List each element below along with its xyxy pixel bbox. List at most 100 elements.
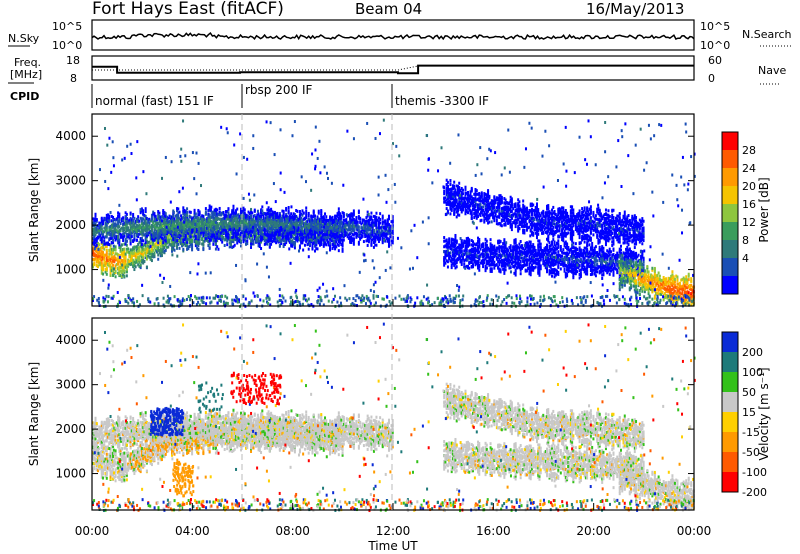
power-cell (456, 239, 458, 242)
power-cell (294, 246, 296, 249)
power-cell (246, 239, 248, 242)
power-cell (250, 246, 252, 249)
cpid-segment-rbsp: rbsp 200 IF (245, 83, 312, 97)
power-cell (355, 216, 357, 219)
power-cell (219, 207, 221, 210)
power-cell (301, 227, 303, 230)
power-cell (115, 245, 117, 248)
power-cell (120, 222, 122, 225)
power-cell (382, 215, 384, 218)
nave-label: Nave (758, 64, 786, 77)
power-cell (121, 244, 123, 247)
noise-sky-label: N.Sky (8, 32, 40, 45)
power-cell (478, 243, 480, 246)
power-cell (174, 249, 176, 252)
power-cell (526, 264, 528, 267)
power-cell (338, 207, 340, 210)
power-cell (388, 215, 390, 218)
power-cell (182, 248, 184, 251)
power-cell (232, 205, 234, 208)
power-cell (157, 258, 159, 261)
power-cell (276, 225, 278, 228)
power-cell (103, 258, 105, 261)
power-cell (388, 241, 390, 244)
power-cell (500, 240, 502, 243)
power-cell (221, 241, 223, 244)
power-cell (338, 249, 340, 252)
power-cell (237, 221, 239, 224)
power-cell (454, 234, 456, 237)
power-cell (540, 243, 542, 246)
power-cell (305, 239, 307, 242)
power-panel (92, 114, 696, 308)
power-cell (133, 217, 135, 220)
power-cell (496, 263, 498, 266)
power-cell (244, 208, 246, 211)
power-cell (250, 214, 252, 217)
power-cell (319, 225, 321, 228)
freq-left-tick-top: 18 (66, 54, 80, 67)
power-cell (235, 226, 237, 229)
power-cell (123, 248, 125, 251)
power-cell (195, 219, 197, 222)
power-cell (493, 245, 495, 248)
power-cell (276, 212, 278, 215)
power-cell (190, 211, 192, 214)
power-cell (125, 257, 127, 260)
power-cell (353, 243, 355, 246)
power-cell (236, 237, 238, 240)
power-cell (101, 261, 103, 264)
power-cell (269, 231, 271, 234)
power-cell (304, 244, 306, 247)
power-cell (250, 234, 252, 237)
power-cell (520, 260, 522, 263)
power-cell (195, 235, 197, 238)
power-cell (303, 212, 305, 215)
power-cell (219, 210, 221, 213)
power-cell (102, 233, 104, 236)
power-cell (325, 243, 327, 246)
power-cell (299, 210, 301, 213)
power-cell (384, 219, 386, 222)
power-cell (379, 218, 381, 221)
power-cell (185, 234, 187, 237)
power-cell (112, 264, 114, 267)
power-cell (115, 275, 117, 278)
power-cell (161, 254, 163, 257)
power-cell (98, 243, 100, 246)
power-cell (311, 245, 313, 248)
power-cell (165, 236, 167, 239)
noise-left-tick-top: 10^5 (52, 20, 82, 33)
power-cell (353, 237, 355, 240)
power-cell (145, 207, 147, 210)
power-cell (487, 253, 489, 256)
power-cell (540, 264, 542, 267)
power-cell (153, 212, 155, 215)
cpid-segment-normal: normal (fast) 151 IF (95, 94, 214, 108)
power-cell (132, 213, 134, 216)
power-cell (329, 242, 331, 245)
power-cell (503, 238, 505, 241)
power-cell (446, 238, 448, 241)
power-cell (510, 244, 512, 247)
power-cell (468, 243, 470, 246)
power-cell (338, 244, 340, 247)
power-cell (137, 215, 139, 218)
power-cell (126, 240, 128, 243)
chart-title: Fort Hays East (fitACF) (92, 0, 284, 19)
noise-right-tick-bottom: 10^0 (700, 39, 730, 52)
power-cell (370, 241, 372, 244)
power-cell (108, 243, 110, 246)
power-cell (96, 244, 98, 247)
power-cell (145, 210, 147, 213)
power-cell (454, 244, 456, 247)
power-cell (461, 249, 463, 252)
power-cell (197, 248, 199, 251)
power-cell (112, 239, 114, 242)
power-cell (283, 210, 285, 213)
power-cell (533, 246, 535, 249)
power-cell (179, 211, 181, 214)
power-cell (343, 239, 345, 242)
power-cell (191, 243, 193, 246)
